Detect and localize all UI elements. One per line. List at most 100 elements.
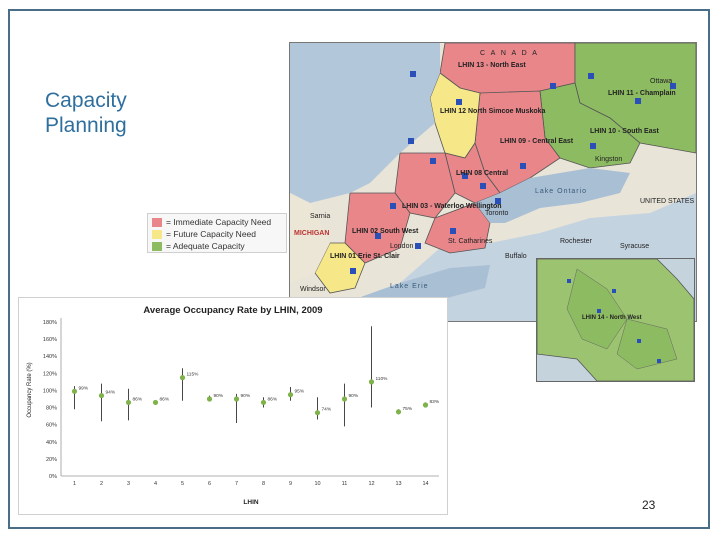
chart-point	[179, 375, 186, 381]
page-number: 23	[642, 498, 656, 512]
legend-label-adequate: = Adequate Capacity	[166, 241, 245, 251]
chart-x-tick-label: 1	[73, 481, 76, 487]
map-label-lhin10: LHIN 10 - South East	[590, 128, 660, 135]
map-label-lhin13: LHIN 13 - North East	[458, 62, 526, 69]
map-label-sarnia: Sarnia	[310, 213, 330, 220]
chart-data-label: 95%	[295, 389, 305, 395]
map-label-united-states: UNITED STATES	[640, 198, 695, 205]
chart-x-tick-label: 13	[395, 481, 401, 487]
legend-item-future: = Future Capacity Need	[148, 228, 286, 240]
chart-data-label: 86%	[133, 396, 143, 402]
map-label-lhin11: LHIN 11 - Champlain	[608, 90, 676, 97]
chart-point	[125, 399, 132, 406]
chart-point	[260, 399, 267, 406]
map-label-toronto: Toronto	[485, 210, 508, 217]
chart-x-tick-label: 2	[100, 481, 103, 487]
chart-data-label: 94%	[106, 390, 116, 396]
chart-x-tick-label: 14	[422, 481, 428, 487]
chart-data-label: 83%	[430, 399, 440, 405]
chart-marks: 99% 94% 86% 86% 115% 90% 90% 86% 95% 74% 90% 110% 75…	[71, 326, 440, 427]
chart-x-tick-label: 5	[181, 481, 184, 487]
chart-x-tick-label: 11	[342, 481, 348, 487]
inset-map-north-west: LHIN 14 - North West	[536, 258, 695, 382]
map-label-lhin3: LHIN 03 - Waterloo Wellington	[402, 203, 502, 210]
chart-x-tick-label: 6	[208, 481, 211, 487]
map-label-stcatharines: St. Catharines	[448, 238, 493, 245]
chart-y-tick-label: 160%	[43, 337, 57, 343]
chart-x-tick-label: 8	[262, 481, 265, 487]
chart-x-tick-label: 10	[314, 481, 320, 487]
map-label-lhin12: LHIN 12 North Simcoe Muskoka	[440, 108, 546, 115]
chart-y-tick-label: 40%	[46, 440, 57, 446]
chart-x-tick-label: 9	[289, 481, 292, 487]
occupancy-chart: Average Occupancy Rate by LHIN, 2009 Occ…	[18, 297, 448, 515]
chart-y-tick-label: 60%	[46, 423, 57, 429]
chart-data-label: 75%	[403, 406, 413, 412]
chart-data-label: 115%	[187, 372, 200, 378]
chart-point	[341, 396, 348, 402]
map-label-lhin14: LHIN 14 - North West	[582, 315, 642, 321]
map-legend: = Immediate Capacity Need = Future Capac…	[147, 213, 287, 253]
chart-data-label: 90%	[214, 393, 224, 399]
chart-title: Average Occupancy Rate by LHIN, 2009	[143, 305, 322, 316]
map-label-london: London	[390, 243, 413, 250]
map-label-michigan: MICHIGAN	[294, 230, 329, 237]
legend-swatch-immediate	[152, 217, 162, 227]
map-label-lhin1: LHIN 01 Erie St. Clair	[330, 253, 400, 260]
chart-data-label: 99%	[79, 385, 89, 391]
map-label-syracuse: Syracuse	[620, 243, 649, 250]
map-label-lhin9: LHIN 09 - Central East	[500, 138, 574, 145]
chart-point	[395, 409, 402, 415]
map-label-buffalo: Buffalo	[505, 253, 527, 260]
chart-point	[71, 388, 78, 394]
map-label-lhin8: LHIN 08 Central	[456, 170, 508, 177]
chart-x-tick-label: 3	[127, 481, 130, 487]
chart-data-label: 86%	[268, 396, 278, 402]
occupancy-chart-svg: Average Occupancy Rate by LHIN, 2009 Occ…	[27, 305, 440, 506]
map-label-lake-ontario: Lake Ontario	[535, 188, 587, 195]
chart-point	[98, 392, 105, 399]
inset-map-graphic: LHIN 14 - North West	[537, 259, 694, 381]
map-label-canada: C A N A D A	[480, 50, 539, 57]
chart-y-tick-label: 120%	[43, 371, 57, 377]
chart-point	[152, 399, 159, 406]
chart-data-label: 110%	[376, 376, 389, 382]
slide-title-line-1: Capacity	[45, 89, 127, 112]
slide-title: Capacity Planning	[45, 88, 245, 138]
legend-label-immediate: = Immediate Capacity Need	[166, 217, 272, 227]
map-label-rochester: Rochester	[560, 238, 593, 245]
chart-y-tick-label: 140%	[43, 354, 57, 360]
legend-swatch-future	[152, 229, 162, 239]
legend-swatch-adequate	[152, 241, 162, 251]
chart-data-label: 90%	[241, 393, 251, 399]
chart-y-tick-label: 100%	[43, 388, 57, 394]
chart-axes: 0%20%40%60%80%100%120%140%160%180%1 2 3 4 5 6…	[43, 318, 439, 487]
map-label-ottawa: Ottawa	[650, 78, 672, 85]
slide-title-line-2: Planning	[45, 114, 127, 137]
map-label-lake-erie: Lake Erie	[390, 283, 429, 290]
chart-point	[422, 402, 429, 408]
legend-item-adequate: = Adequate Capacity	[148, 240, 286, 252]
chart-point	[368, 379, 375, 385]
map-label-lhin2: LHIN 02 South West	[352, 228, 419, 235]
chart-x-axis-label: LHIN	[243, 499, 258, 506]
legend-label-future: = Future Capacity Need	[166, 229, 257, 239]
chart-data-label: 74%	[322, 407, 332, 413]
chart-y-tick-label: 0%	[49, 474, 57, 480]
chart-y-tick-label: 180%	[43, 320, 57, 326]
chart-data-label: 90%	[349, 393, 359, 399]
chart-point	[314, 410, 321, 416]
chart-x-tick-label: 12	[368, 481, 374, 487]
chart-point	[287, 392, 294, 398]
chart-x-tick-label: 7	[235, 481, 238, 487]
chart-y-axis-label: Occupancy Rate (%)	[27, 362, 33, 417]
map-label-windsor: Windsor	[300, 286, 326, 293]
chart-point	[233, 396, 240, 402]
lhin-map: C A N A D A LHIN 13 - North East LHIN 11…	[289, 42, 697, 322]
chart-y-tick-label: 80%	[46, 406, 57, 412]
chart-data-label: 86%	[160, 396, 170, 402]
chart-x-tick-label: 4	[154, 481, 157, 487]
slide-frame	[8, 9, 710, 529]
chart-point	[206, 396, 213, 402]
legend-item-immediate: = Immediate Capacity Need	[148, 216, 286, 228]
